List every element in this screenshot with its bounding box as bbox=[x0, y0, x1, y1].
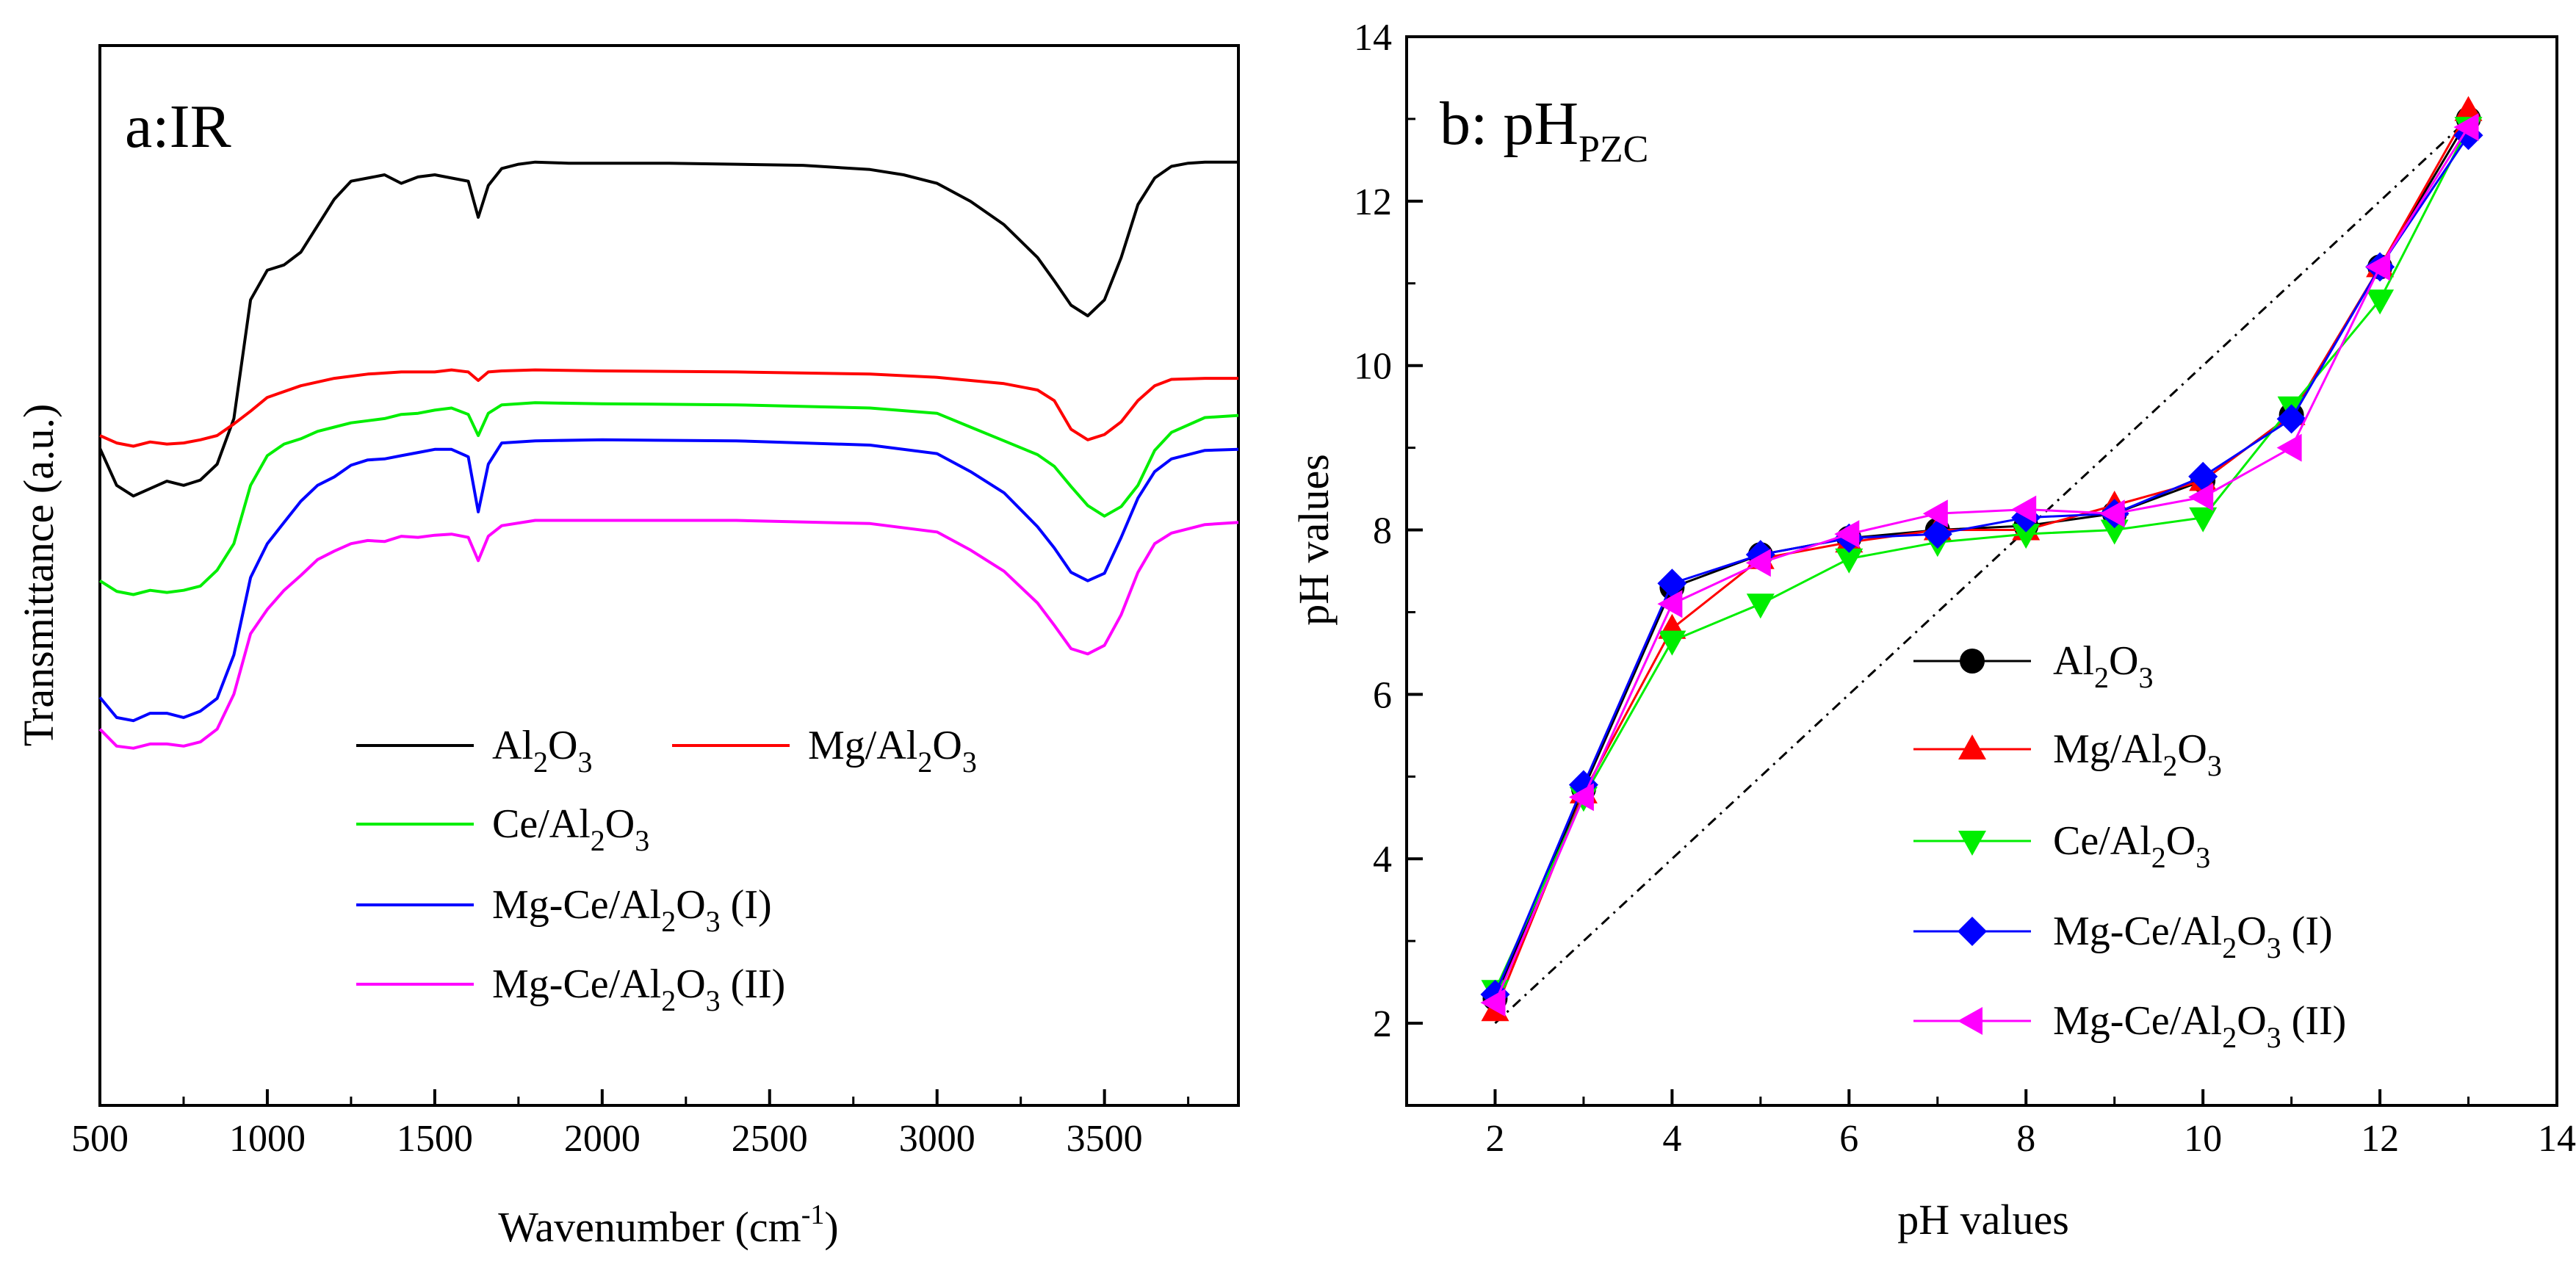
pzc-point-ce-al2o3 bbox=[1835, 548, 1864, 574]
pzc-line-al2o3 bbox=[1494, 118, 2469, 1000]
ir-line-ce-al2o3 bbox=[98, 401, 1239, 596]
ir-line-mg-al2o3 bbox=[99, 368, 1238, 448]
pzc-line-mg-ce-al2o3-i bbox=[1494, 134, 2469, 995]
pzc-line-mg-ce-al2o3-ii bbox=[1494, 126, 2469, 1003]
pzc-point-mg-ce-al2o3-i bbox=[1657, 568, 1687, 599]
pzc-point-ce-al2o3 bbox=[2100, 519, 2129, 545]
ir-line-mg-ce-al2o3-i bbox=[98, 438, 1239, 723]
ir-legend-label-al2o3: Al2O3 bbox=[492, 723, 592, 779]
ir-legend-label-mg-al2o3: Mg/Al2O3 bbox=[808, 723, 977, 779]
pzc-reference-line bbox=[1494, 118, 2469, 1025]
pzc-legend-label-mg-ce-al2o3-ii: Mg-Ce/Al2O3 (II) bbox=[2053, 998, 2346, 1054]
pzc-legend-marker-mg-ce-al2o3-ii bbox=[1958, 1007, 1982, 1035]
pzc-legend-label-mg-ce-al2o3-i: Mg-Ce/Al2O3 (I) bbox=[2053, 909, 2333, 964]
pzc-point-mg-ce-al2o3-ii bbox=[1745, 549, 1771, 577]
pzc-x-axis-label: pH values bbox=[1897, 1196, 2069, 1243]
ir-x-tick-label: 500 bbox=[71, 1118, 129, 1160]
ir-y-axis-label: Transmittance (a.u.) bbox=[15, 404, 62, 747]
pzc-x-tick-label: 4 bbox=[1662, 1118, 1681, 1160]
ir-panel-title: a:IR bbox=[125, 93, 231, 161]
pzc-legend-marker-al2o3 bbox=[1960, 649, 1985, 674]
ir-x-tick-label: 2500 bbox=[732, 1118, 808, 1160]
pzc-point-mg-ce-al2o3-ii bbox=[2276, 433, 2302, 462]
ir-x-tick-label: 2000 bbox=[564, 1118, 641, 1160]
ir-plot-frame bbox=[98, 44, 1240, 1107]
ir-line-mg-ce-al2o3-ii bbox=[98, 519, 1239, 750]
pzc-point-mg-ce-al2o3-ii bbox=[2011, 495, 2037, 524]
ir-x-tick-label: 1000 bbox=[229, 1118, 306, 1160]
pzc-x-tick-label: 10 bbox=[2184, 1118, 2222, 1160]
pzc-x-tick-label: 6 bbox=[1839, 1118, 1858, 1160]
pzc-legend: Al2O3 Mg/Al2O3 Ce/Al2O3 Mg-Ce/Al2O3 (I) Mg-C… bbox=[1913, 638, 2346, 1054]
pzc-axis-ticks: 2 4 6 8 10 12 14 2 4 6 8 10 12 14 bbox=[1354, 17, 2576, 1160]
pzc-point-ce-al2o3 bbox=[2366, 289, 2395, 315]
pzc-point-mg-ce-al2o3-i bbox=[2276, 404, 2306, 434]
pzc-point-mg-ce-al2o3-ii bbox=[1657, 590, 1683, 618]
pzc-legend-marker-mg-al2o3 bbox=[1958, 734, 1986, 759]
pzc-y-axis-label: pH values bbox=[1290, 454, 1338, 626]
ir-panel: a:IR 500 1000 1500 2000 2500 3000 3500 Wavenum… bbox=[15, 44, 1240, 1251]
pzc-reference-group bbox=[1494, 118, 2469, 1025]
pzc-line-mg-al2o3 bbox=[1494, 109, 2469, 1011]
ir-legend-label-ce-al2o3: Ce/Al2O3 bbox=[492, 801, 649, 857]
pzc-point-mg-ce-al2o3-ii bbox=[2099, 499, 2125, 528]
pzc-point-mg-al2o3 bbox=[2454, 95, 2483, 121]
pzc-point-mg-ce-al2o3-i bbox=[2188, 461, 2218, 491]
pzc-legend-label-mg-al2o3: Mg/Al2O3 bbox=[2053, 726, 2222, 782]
pzc-point-ce-al2o3 bbox=[2012, 524, 2041, 549]
ir-x-tick-label: 3000 bbox=[899, 1118, 975, 1160]
pzc-y-tick-label: 10 bbox=[1354, 346, 1392, 388]
pzc-point-mg-ce-al2o3-ii bbox=[2188, 483, 2214, 511]
pzc-legend-label-ce-al2o3: Ce/Al2O3 bbox=[2053, 818, 2210, 874]
pzc-y-tick-label: 4 bbox=[1373, 839, 1392, 881]
ir-x-tick-label: 1500 bbox=[397, 1118, 473, 1160]
pzc-legend-marker-ce-al2o3 bbox=[1958, 831, 1986, 856]
pzc-point-mg-ce-al2o3-ii bbox=[1834, 520, 1860, 549]
pzc-line-ce-al2o3 bbox=[1494, 126, 2469, 991]
ir-x-tick-label: 3500 bbox=[1067, 1118, 1143, 1160]
pzc-y-tick-label: 6 bbox=[1373, 674, 1392, 716]
pzc-point-ce-al2o3 bbox=[1746, 593, 1775, 619]
pzc-y-tick-label: 8 bbox=[1373, 510, 1392, 552]
ir-legend-label-mg-ce-al2o3-ii: Mg-Ce/Al2O3 (II) bbox=[492, 961, 785, 1017]
pzc-series-group bbox=[1480, 95, 2483, 1022]
ir-legend-label-mg-ce-al2o3-i: Mg-Ce/Al2O3 (I) bbox=[492, 882, 772, 938]
pzc-legend-marker-mg-ce-al2o3-i bbox=[1958, 917, 1987, 946]
pzc-point-mg-ce-al2o3-ii bbox=[1568, 783, 1594, 812]
pzc-y-tick-label: 2 bbox=[1373, 1003, 1392, 1045]
pzc-point-mg-ce-al2o3-ii bbox=[1922, 499, 1948, 528]
pzc-y-tick-label: 14 bbox=[1354, 17, 1392, 59]
pzc-x-tick-label: 8 bbox=[2016, 1118, 2035, 1160]
ir-series-group bbox=[98, 160, 1239, 750]
pzc-point-mg-ce-al2o3-ii bbox=[2365, 253, 2391, 281]
ir-legend: Al2O3 Mg/Al2O3 Ce/Al2O3 Mg-Ce/Al2O3 (I) Mg-C… bbox=[356, 723, 977, 1017]
pzc-point-mg-ce-al2o3-ii bbox=[2453, 113, 2479, 142]
pzc-plot-frame bbox=[1405, 35, 2558, 1107]
ir-x-axis-label: Wavenumber (cm-1) bbox=[498, 1199, 838, 1251]
pzc-x-tick-label: 2 bbox=[1485, 1118, 1504, 1160]
pzc-point-mg-ce-al2o3-ii bbox=[1480, 989, 1506, 1017]
pzc-point-ce-al2o3 bbox=[2189, 507, 2218, 533]
ir-x-ticks: 500 1000 1500 2000 2500 3000 3500 bbox=[71, 1089, 1190, 1160]
pzc-x-tick-label: 12 bbox=[2361, 1118, 2399, 1160]
pzc-legend-label-al2o3: Al2O3 bbox=[2053, 638, 2153, 694]
pzc-point-ce-al2o3 bbox=[1658, 630, 1686, 656]
ir-line-al2o3 bbox=[98, 160, 1238, 498]
pzc-y-tick-label: 12 bbox=[1354, 181, 1392, 223]
pzc-x-tick-label: 14 bbox=[2538, 1118, 2576, 1160]
pzc-panel-title: b: pHPZC bbox=[1440, 90, 1648, 170]
pzc-point-mg-ce-al2o3-i bbox=[1922, 519, 1952, 549]
